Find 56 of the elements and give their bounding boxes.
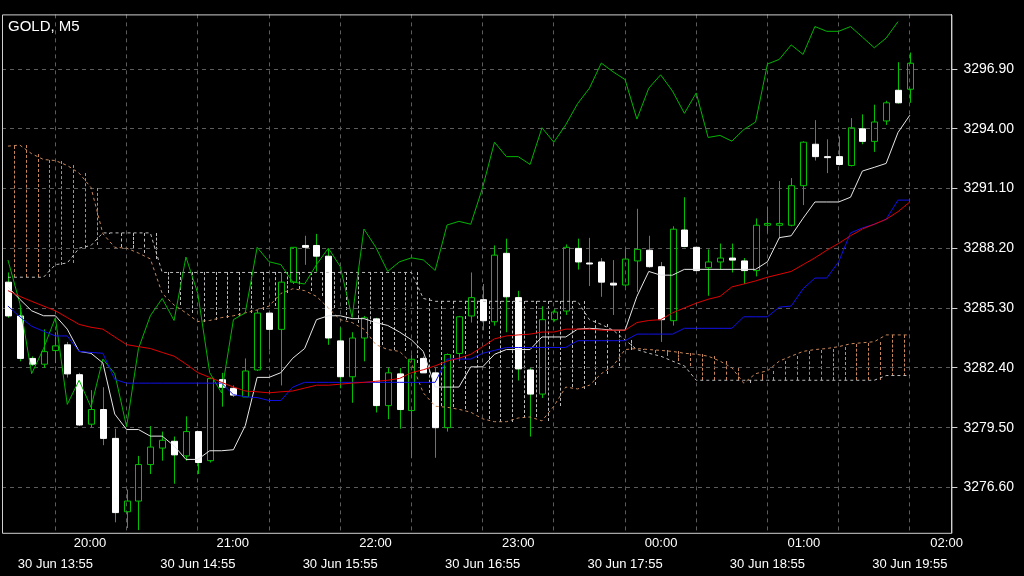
candlestick (100, 386, 107, 446)
y-tick-label: 3291.10 (963, 179, 1015, 196)
x2-tick-label: 20:00 (73, 535, 107, 551)
candlestick (278, 271, 285, 386)
candlestick (753, 217, 760, 277)
y-tick-label: 3288.20 (963, 239, 1015, 256)
x-tick-label: 30 Jun 14:55 (160, 555, 236, 571)
x-tick-label: 30 Jun 17:55 (587, 555, 663, 571)
candlestick (539, 305, 546, 399)
candlestick (764, 206, 771, 234)
candlestick (598, 257, 605, 298)
candlestick (444, 354, 451, 433)
candlestick (195, 431, 202, 475)
candlestick (41, 328, 48, 369)
y-tick-label: 3285.30 (963, 298, 1015, 315)
candlestick (52, 331, 59, 364)
candlestick (670, 225, 677, 327)
candlestick (385, 367, 392, 420)
chart-title: GOLD, M5 (8, 17, 80, 35)
x2-tick-label: 22:00 (359, 535, 392, 551)
candlestick (776, 180, 783, 240)
candlestick (705, 248, 712, 297)
y-tick-label: 3279.50 (963, 418, 1015, 435)
candlestick (147, 425, 154, 475)
y-tick-label: 3296.90 (963, 59, 1015, 76)
x-tick-label: 30 Jun 16:55 (445, 555, 521, 571)
candlestick (491, 244, 498, 327)
x-tick-label: 30 Jun 13:55 (17, 555, 93, 571)
x-tick-label: 30 Jun 15:55 (302, 555, 378, 571)
x2-tick-label: 01:00 (787, 535, 821, 551)
x-tick-label: 30 Jun 18:55 (729, 555, 806, 571)
candlestick (634, 208, 641, 293)
candlestick (859, 113, 866, 145)
x2-tick-label: 02:00 (930, 535, 963, 551)
y-tick-label: 3294.00 (963, 119, 1015, 136)
candlestick (907, 52, 914, 104)
candlestick (871, 104, 878, 153)
x2-tick-label: 00:00 (644, 535, 678, 551)
x-tick-label: 30 Jun 19:55 (872, 555, 948, 571)
candlestick (159, 431, 166, 462)
x2-tick-label: 21:00 (216, 535, 250, 551)
line-series (7, 232, 911, 381)
candlestick (183, 415, 190, 462)
candlestick (717, 243, 724, 271)
x2-tick-label: 23:00 (502, 535, 535, 551)
candlestick (349, 331, 356, 404)
y-tick-label: 3282.40 (963, 358, 1015, 375)
candlestick (800, 141, 807, 206)
candlestick (408, 354, 415, 459)
candlestick (527, 367, 534, 438)
candlestick (124, 489, 131, 529)
candlestick (361, 315, 368, 362)
candlestick (135, 455, 142, 531)
candlestick (242, 357, 249, 398)
y-tick-label: 3276.60 (963, 478, 1015, 495)
candlestick (468, 271, 475, 324)
